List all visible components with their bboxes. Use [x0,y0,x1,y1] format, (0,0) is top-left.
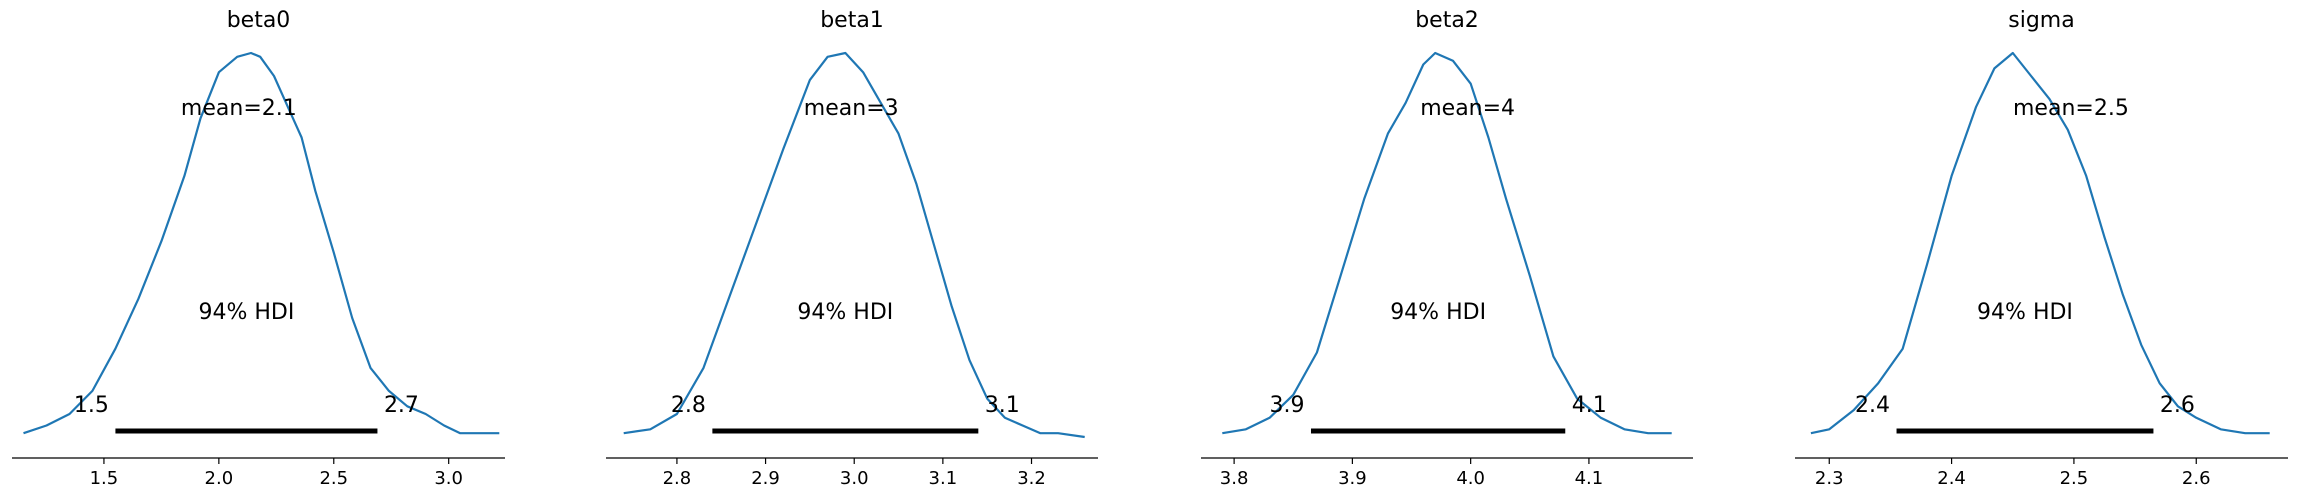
mean-label: mean=2.1 [181,96,297,121]
x-tick-label: 2.5 [319,468,348,489]
hdi-text: 94% HDI [198,300,294,325]
density-curve [623,51,1085,439]
x-tick-label: 3.8 [1220,468,1249,489]
x-tick-label: 2.9 [751,468,780,489]
density-curve [1810,51,2270,435]
x-tick-label: 2.8 [663,468,692,489]
x-tick-label: 3.0 [434,468,463,489]
mean-label: mean=3 [804,96,899,121]
x-tick-label: 3.0 [840,468,869,489]
x-tick-label: 3.2 [1017,468,1046,489]
subplot-beta1: 2.8 2.9 3.0 3.1 3.2 beta1 mean=3 94% HDI 2.8 3.1 [606,8,1098,489]
hdi-lower-label: 2.4 [1855,393,1890,418]
subplot-beta2: 3.8 3.9 4.0 4.1 beta2 mean=4 94% HDI 3.9 4.1 [1201,8,1693,489]
hdi-lower-label: 3.9 [1269,393,1304,418]
hdi-upper-label: 2.6 [2160,393,2195,418]
hdi-text: 94% HDI [797,300,893,325]
density-curve [1222,51,1672,435]
subplot-beta0: 1.5 2.0 2.5 3.0 beta0 mean=2.1 94% HDI 1.5 2.7 [12,8,505,489]
hdi-upper-label: 2.7 [384,393,419,418]
x-tick-label: 1.5 [90,468,119,489]
hdi-text: 94% HDI [1977,300,2073,325]
x-tick-label: 4.1 [1575,468,1604,489]
hdi-upper-label: 3.1 [985,393,1020,418]
hdi-text: 94% HDI [1390,300,1486,325]
hdi-upper-label: 4.1 [1572,393,1607,418]
density-curve [23,51,500,435]
x-tick-label: 3.9 [1338,468,1367,489]
x-tick-label: 4.0 [1456,468,1485,489]
mean-label: mean=2.5 [2013,96,2129,121]
x-tick-label: 2.6 [2182,468,2211,489]
subplot-sigma: 2.3 2.4 2.5 2.6 sigma mean=2.5 94% HDI 2.4 2.6 [1795,8,2288,489]
x-tick-label: 2.0 [205,468,234,489]
x-tick-label: 2.3 [1815,468,1844,489]
hdi-lower-label: 2.8 [671,393,706,418]
subplot-title: sigma [2008,8,2074,33]
x-tick-label: 2.5 [2060,468,2089,489]
x-tick-label: 3.1 [929,468,958,489]
mean-label: mean=4 [1420,96,1515,121]
subplot-title: beta1 [820,8,884,33]
subplot-title: beta2 [1415,8,1479,33]
subplot-title: beta0 [227,8,291,33]
hdi-lower-label: 1.5 [74,393,109,418]
x-tick-label: 2.4 [1937,468,1966,489]
